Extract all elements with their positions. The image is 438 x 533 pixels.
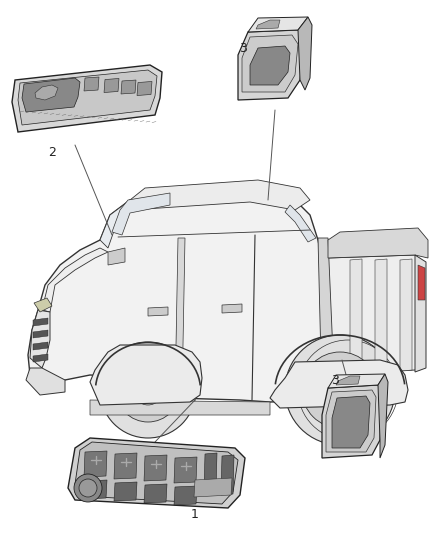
Polygon shape xyxy=(90,400,270,415)
Circle shape xyxy=(133,375,163,405)
Polygon shape xyxy=(322,385,382,458)
Polygon shape xyxy=(148,307,168,316)
Polygon shape xyxy=(221,455,234,495)
Polygon shape xyxy=(68,438,245,508)
Polygon shape xyxy=(90,345,202,405)
Polygon shape xyxy=(144,455,167,481)
Polygon shape xyxy=(12,65,162,132)
Polygon shape xyxy=(33,342,48,350)
Polygon shape xyxy=(84,480,107,499)
Polygon shape xyxy=(332,396,370,448)
Polygon shape xyxy=(204,453,217,493)
Polygon shape xyxy=(35,85,58,100)
Circle shape xyxy=(302,352,378,428)
Polygon shape xyxy=(250,46,290,85)
Polygon shape xyxy=(174,457,197,483)
Polygon shape xyxy=(242,35,298,92)
Polygon shape xyxy=(137,82,152,95)
Polygon shape xyxy=(75,442,238,504)
Circle shape xyxy=(285,335,395,445)
Polygon shape xyxy=(256,20,280,29)
Polygon shape xyxy=(285,205,316,242)
Circle shape xyxy=(74,474,102,502)
Text: 3: 3 xyxy=(239,42,247,54)
Polygon shape xyxy=(34,298,52,312)
Polygon shape xyxy=(350,259,362,371)
Polygon shape xyxy=(318,238,335,402)
Polygon shape xyxy=(415,255,426,372)
Polygon shape xyxy=(18,70,157,125)
Polygon shape xyxy=(375,259,387,371)
Polygon shape xyxy=(378,374,388,458)
Polygon shape xyxy=(194,478,232,497)
Polygon shape xyxy=(238,30,305,100)
Polygon shape xyxy=(104,78,119,93)
Circle shape xyxy=(79,479,97,497)
Polygon shape xyxy=(222,304,242,313)
Polygon shape xyxy=(400,259,412,371)
Text: 3: 3 xyxy=(331,374,339,386)
Polygon shape xyxy=(114,482,137,501)
Text: 1: 1 xyxy=(191,508,199,521)
Polygon shape xyxy=(248,17,308,32)
Polygon shape xyxy=(33,318,48,326)
Polygon shape xyxy=(328,228,428,258)
Polygon shape xyxy=(108,248,125,265)
Polygon shape xyxy=(112,193,170,235)
Polygon shape xyxy=(33,330,48,338)
Polygon shape xyxy=(336,376,360,385)
Polygon shape xyxy=(26,368,65,395)
Polygon shape xyxy=(22,78,80,112)
Polygon shape xyxy=(270,360,408,408)
Polygon shape xyxy=(326,390,376,452)
Circle shape xyxy=(116,358,180,422)
Polygon shape xyxy=(130,180,310,210)
Polygon shape xyxy=(30,310,50,368)
Polygon shape xyxy=(114,453,137,479)
Polygon shape xyxy=(144,484,167,503)
Polygon shape xyxy=(328,255,425,375)
Polygon shape xyxy=(33,354,48,362)
Polygon shape xyxy=(418,265,425,300)
Polygon shape xyxy=(298,17,312,90)
Polygon shape xyxy=(100,200,130,248)
Polygon shape xyxy=(84,451,107,477)
Polygon shape xyxy=(84,77,99,91)
Circle shape xyxy=(322,372,358,408)
Polygon shape xyxy=(174,486,197,505)
Polygon shape xyxy=(42,248,108,312)
Circle shape xyxy=(100,342,196,438)
Text: 2: 2 xyxy=(48,146,56,158)
Polygon shape xyxy=(121,80,136,94)
Polygon shape xyxy=(175,238,185,398)
Polygon shape xyxy=(328,374,385,388)
Polygon shape xyxy=(28,192,425,402)
